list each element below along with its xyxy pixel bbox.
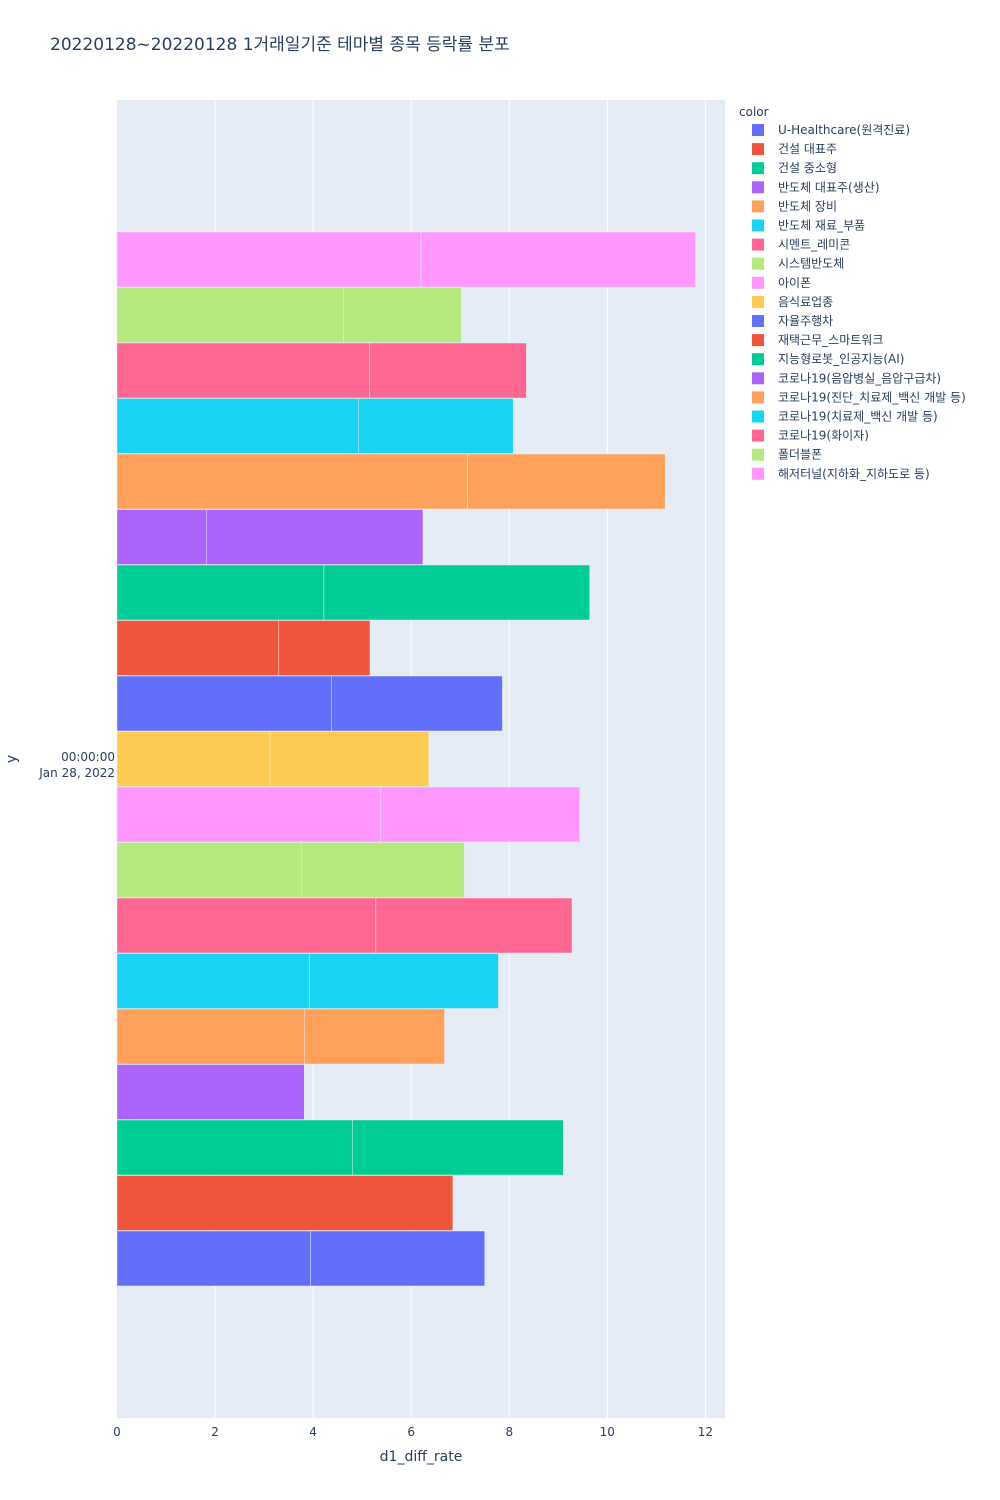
bar-segment	[116, 786, 382, 843]
legend-swatch[interactable]	[752, 143, 764, 156]
legend-swatch[interactable]	[752, 391, 764, 404]
bar-segment	[375, 897, 573, 954]
legend-item-label[interactable]: 폴더블폰	[778, 448, 822, 462]
legend-swatch[interactable]	[752, 410, 764, 423]
bar-segment	[304, 1008, 445, 1065]
legend-item-label[interactable]: 시스템반도체	[778, 257, 844, 271]
bar-segment	[116, 509, 207, 565]
legend-swatch[interactable]	[752, 353, 764, 366]
bar-segment	[116, 287, 344, 343]
legend-swatch[interactable]	[752, 124, 764, 136]
bar-segment	[323, 564, 590, 621]
bar-segment	[116, 398, 359, 454]
legend-swatch[interactable]	[752, 181, 764, 194]
legend-swatch[interactable]	[752, 276, 764, 289]
legend-swatch[interactable]	[752, 429, 764, 442]
legend-swatch[interactable]	[752, 257, 764, 270]
legend-item-label[interactable]: 자율주행차	[778, 313, 833, 328]
x-tick-label: 6	[407, 1425, 415, 1439]
bar-segment	[358, 398, 514, 454]
legend-swatch[interactable]	[752, 448, 764, 461]
bar-segment	[116, 1175, 454, 1231]
legend-title: color	[739, 105, 769, 119]
legend-swatch[interactable]	[752, 238, 764, 251]
bar-segment	[308, 953, 499, 1009]
bar-segment	[420, 231, 696, 288]
bar-segment	[116, 1230, 311, 1287]
x-tick-label: 12	[698, 1425, 713, 1439]
legend-item-label[interactable]: 건설 중소형	[778, 161, 837, 175]
legend-swatch[interactable]	[752, 334, 764, 347]
legend-item-label[interactable]: 반도체 대표주(생산)	[778, 180, 880, 194]
legend-swatch[interactable]	[752, 219, 764, 232]
bar-segment	[116, 1064, 305, 1120]
y-tick-label: Jan 28, 2022	[38, 766, 115, 780]
bar-segment	[116, 953, 310, 1009]
bar-segment	[116, 675, 333, 732]
y-tick-label: 00:00:00	[61, 750, 115, 764]
bar-segment	[116, 453, 468, 510]
legend-item-label[interactable]: U-Healthcare(원격진료)	[778, 123, 910, 137]
y-axis-ticks: 00:00:00 Jan 28, 2022	[38, 750, 115, 780]
bar-segment	[116, 731, 271, 787]
bar-segment	[369, 342, 527, 399]
legend-swatch[interactable]	[752, 162, 764, 175]
bar-segment	[278, 620, 371, 676]
legend-item-label[interactable]: 코로나19(진단_치료제_백신 개발 등)	[778, 390, 966, 404]
bar-segment	[116, 620, 280, 676]
legend-item-label[interactable]: 코로나19(치료제_백신 개발 등)	[778, 410, 938, 424]
bar-segment	[301, 842, 465, 898]
x-axis-title: d1_diff_rate	[380, 1449, 463, 1465]
legend-swatch[interactable]	[752, 467, 764, 480]
x-tick-label: 4	[309, 1425, 317, 1439]
bar-segment	[116, 897, 377, 954]
legend-item-label[interactable]: 지능형로봇_인공지능(AI)	[778, 352, 904, 366]
bar-segment	[116, 1008, 305, 1065]
legend-swatch[interactable]	[752, 315, 764, 327]
x-tick-label: 0	[113, 1425, 121, 1439]
legend-item-label[interactable]: 반도체 장비	[778, 199, 837, 213]
legend-item-label[interactable]: 반도체 재료_부품	[778, 219, 865, 233]
bar-segment	[116, 564, 325, 621]
bar-segment	[467, 453, 666, 510]
chart-title: 20220128~20220128 1거래일기준 테마별 종목 등락률 분포	[50, 35, 510, 55]
bar-segment	[116, 1119, 353, 1176]
legend-swatch[interactable]	[752, 295, 764, 308]
bar-segment	[116, 342, 370, 399]
bar-segment	[343, 287, 462, 343]
y-axis-title: y	[4, 755, 20, 763]
bar-segment	[352, 1119, 564, 1176]
bar-segment	[269, 731, 430, 787]
bar-segment	[331, 675, 503, 732]
legend-item-label[interactable]: 코로나19(음압병실_음압구급차)	[778, 371, 941, 385]
legend-item-label[interactable]: 재택근무_스마트워크	[778, 333, 883, 347]
bar-segment	[116, 231, 422, 288]
bar-segment	[116, 842, 302, 898]
x-tick-label: 10	[600, 1425, 615, 1439]
legend-item-label[interactable]: 건설 대표주	[778, 142, 837, 156]
x-tick-label: 2	[211, 1425, 219, 1439]
x-axis-ticks: 0 2 4 6 8 10 12	[113, 1425, 713, 1439]
bar-segment	[310, 1230, 485, 1287]
x-tick-label: 8	[505, 1425, 513, 1439]
bar-segment	[380, 786, 581, 843]
legend-swatch[interactable]	[752, 200, 764, 213]
legend-item-label[interactable]: 음식료업종	[778, 295, 833, 309]
bar-segment	[205, 509, 424, 565]
legend-item-label[interactable]: 코로나19(화이자)	[778, 429, 869, 443]
legend-item-label[interactable]: 아이폰	[778, 276, 811, 290]
legend-item-label[interactable]: 해저터널(지하화_지하도로 등)	[778, 467, 930, 481]
bars	[116, 231, 696, 1287]
legend-swatch[interactable]	[752, 372, 764, 385]
legend-item-label[interactable]: 시멘트_레미콘	[778, 238, 850, 252]
